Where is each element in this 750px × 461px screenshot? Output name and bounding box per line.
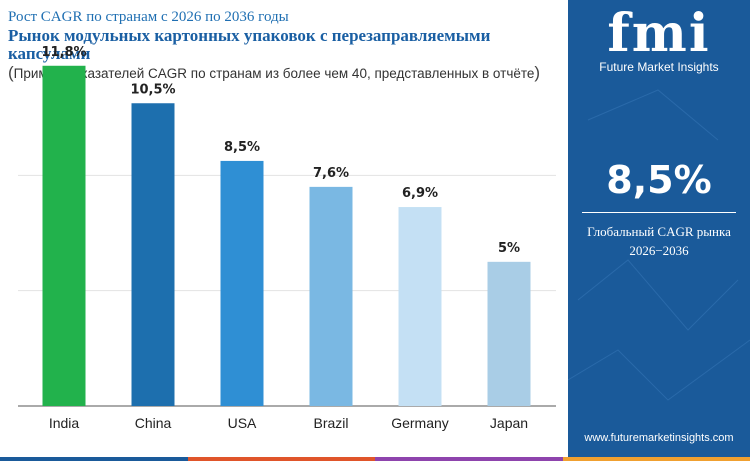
bar-usa (220, 160, 264, 406)
sidebar-panel: fmi Future Market Insights 8,5% Глобальн… (568, 0, 750, 461)
data-label-china: 10,5% (130, 82, 175, 97)
data-label-usa: 8,5% (224, 140, 260, 155)
data-label-germany: 6,9% (402, 186, 438, 201)
chart-supertitle: Рост CAGR по странам с 2026 по 2036 годы (8, 9, 289, 25)
bottom-bar-segment-4 (562, 457, 750, 461)
bar-india (42, 65, 86, 407)
data-label-india: 11,8% (41, 45, 86, 60)
sidebar-texture (568, 89, 750, 401)
chart-subtitle: (Пример показателей CAGR по странам из б… (8, 63, 541, 82)
chart-title: Рынок модульных картонных упаковок с пер… (8, 26, 491, 63)
x-tick-label-japan: Japan (490, 415, 528, 431)
bar-chart: 11,8% India 10,5% China 8,5% USA 7,6% Brazil 6,9… (18, 45, 556, 431)
data-label-japan: 5% (498, 241, 520, 256)
fmi-logo: fmi Future Market Insights (568, 3, 750, 75)
global-cagr-label: Глобальный CAGR рынка 2026−2036 (568, 222, 750, 260)
x-tick-label-india: India (49, 415, 80, 431)
chart-header: Рост CAGR по странам с 2026 по 2036 годы… (8, 8, 568, 83)
fmi-logo-mark: fmi (607, 3, 711, 64)
bar-germany (398, 207, 442, 406)
x-tick-label-usa: USA (228, 415, 257, 431)
bar-china (131, 103, 175, 406)
website-link[interactable]: www.futuremarketinsights.com (584, 432, 734, 444)
x-tick-label-china: China (135, 415, 172, 431)
bottom-bar-segment-2 (187, 457, 375, 461)
global-cagr-value: 8,5% (606, 158, 712, 202)
global-cagr-period: 2026−2036 (629, 243, 689, 258)
data-label-brazil: 7,6% (313, 166, 349, 181)
sidebar-divider (582, 212, 736, 213)
bottom-bar-segment-3 (375, 457, 563, 461)
x-tick-label-brazil: Brazil (313, 415, 348, 431)
bottom-color-bar (0, 457, 750, 461)
bar-brazil (309, 186, 353, 406)
x-tick-label-germany: Germany (391, 415, 449, 431)
bottom-bar-segment-1 (0, 457, 188, 461)
bar-japan (487, 261, 531, 406)
fmi-logo-text: Future Market Insights (599, 60, 719, 74)
chart-subtitle-text: Пример показателей CAGR по странам из бо… (13, 66, 535, 81)
global-cagr-label-line1: Глобальный CAGR рынка (587, 224, 731, 239)
